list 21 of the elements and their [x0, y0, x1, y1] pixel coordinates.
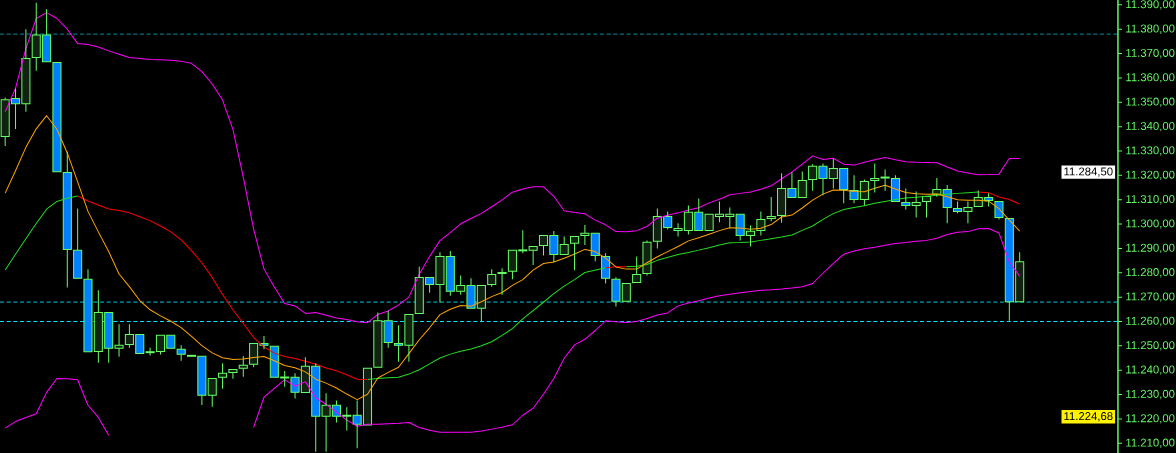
y-tick-label: 11.330,00 — [1126, 146, 1175, 156]
y-tick-label: 11.340,00 — [1126, 121, 1175, 132]
y-tick-label: 11.220,00 — [1126, 414, 1175, 424]
y-tick-label: 11.380,00 — [1126, 24, 1175, 34]
y-tick-label: 11.260,00 — [1126, 316, 1175, 327]
y-tick-label: 11.270,00 — [1126, 292, 1175, 302]
y-tick-label: 11.230,00 — [1126, 389, 1175, 400]
y-tick-label: 11.210,00 — [1126, 438, 1175, 448]
y-tick-label: 11.350,00 — [1126, 97, 1175, 107]
y-tick-label: 11.360,00 — [1126, 73, 1175, 83]
y-tick-label: 11.310,00 — [1126, 195, 1175, 205]
y-tick-label: 11.300,00 — [1126, 219, 1175, 229]
text: 11.224,68 — [1064, 412, 1113, 422]
y-tick-label: 11.290,00 — [1126, 243, 1175, 254]
y-tick-label: 11.280,00 — [1126, 268, 1175, 278]
y-tick-label: 11.240,00 — [1126, 365, 1175, 375]
y-tick-label: 11.370,00 — [1126, 48, 1175, 59]
text: 11.284,50 — [1064, 167, 1113, 177]
y-tick-label: 11.250,00 — [1126, 341, 1175, 351]
y-tick-label: 11.390,00 — [1126, 0, 1175, 10]
y-tick-label: 11.320,00 — [1126, 170, 1175, 181]
